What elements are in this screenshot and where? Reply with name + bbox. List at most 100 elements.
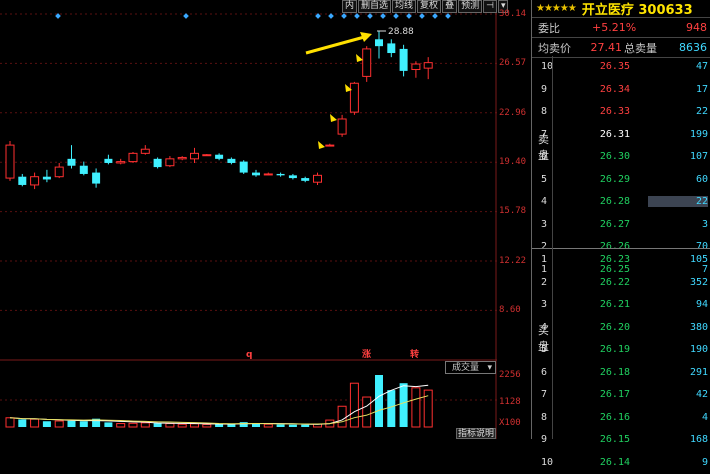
event-diamond — [393, 13, 399, 19]
candle-up — [166, 159, 174, 166]
candle-down — [301, 178, 309, 181]
event-diamond — [183, 13, 189, 19]
indicator-help-button[interactable]: 指标说明 — [456, 428, 496, 439]
volume-bar-up — [338, 406, 346, 427]
buy-level: 7 — [541, 389, 547, 400]
buy-price: 26.16 — [584, 412, 630, 423]
toolbar-button-remove-watchlist[interactable]: 删自选 — [358, 0, 391, 13]
candle-up — [117, 162, 125, 163]
candle-up — [55, 167, 63, 177]
candle-down — [215, 155, 223, 159]
volume-bar-down — [387, 390, 395, 427]
volume-bar-down — [240, 422, 248, 427]
candles — [6, 31, 432, 189]
total-sell-value: 8636 — [679, 41, 707, 54]
chart-toolbar: 内 删自选 均线 复权 叠 预测 ⊣ ▾ — [342, 0, 509, 13]
volume-bar-up — [117, 424, 125, 427]
volume-tick: 1128 — [499, 397, 521, 407]
toolbar-button-overlay[interactable]: 叠 — [442, 0, 457, 13]
buy-price: 26.21 — [584, 299, 630, 310]
candle-down — [43, 177, 51, 180]
price-tick: 19.40 — [499, 157, 526, 167]
candle-up — [191, 153, 199, 158]
volume-bar-up — [31, 419, 39, 427]
sell-level: 9 — [541, 84, 547, 95]
pin-icon[interactable]: ⊣ — [483, 0, 497, 13]
avg-sell-label: 均卖价 — [538, 40, 571, 56]
volume-bar-up — [178, 424, 186, 427]
candle-up — [31, 177, 39, 185]
kline-chart[interactable]: 28.88 q 涨 转 — [0, 0, 497, 439]
buy-level: 8 — [541, 412, 547, 423]
sell-price: 26.31 — [584, 129, 630, 140]
volume-indicator-select[interactable]: 成交量 ▾ — [445, 361, 496, 374]
volume-bar-up — [424, 390, 432, 427]
small-arrow — [356, 54, 363, 62]
event-diamond — [328, 13, 334, 19]
candle-down — [375, 39, 383, 46]
candle-up — [314, 175, 322, 182]
candle-up — [264, 174, 272, 175]
volume-bar-up — [129, 423, 137, 427]
volume-bar-up — [203, 424, 211, 427]
candle-up — [6, 145, 14, 178]
toolbar-button-adjust[interactable]: 复权 — [417, 0, 441, 13]
buy-volume: 94 — [648, 299, 708, 310]
buy-side-label: 买盘 — [538, 323, 550, 355]
buy-volume: 42 — [648, 389, 708, 400]
volume-tick: 2256 — [499, 370, 521, 380]
volume-bar-down — [227, 424, 235, 427]
buy-level: 6 — [541, 367, 547, 378]
small-arrow — [330, 114, 337, 122]
volume-bar-up — [55, 421, 63, 427]
buy-level: 9 — [541, 434, 547, 445]
big-arrow-shaft — [306, 36, 368, 53]
avg-sell-value: 27.41 — [586, 41, 622, 54]
buy-volume: 380 — [648, 322, 708, 333]
volume-bar-down — [80, 421, 88, 427]
toolbar-button-forecast[interactable]: 预测 — [458, 0, 482, 13]
toolbar-button-ma[interactable]: 均线 — [392, 0, 416, 13]
volume-indicator-label: 成交量 — [452, 363, 479, 373]
buy-price: 26.15 — [584, 434, 630, 445]
marker-zhang: 涨 — [362, 348, 372, 360]
buy-price: 26.14 — [584, 457, 630, 468]
volume-bar-up — [264, 424, 272, 427]
sell-level: 3 — [541, 219, 547, 230]
price-tick: 15.78 — [499, 206, 526, 216]
order-ratio-row: 委比 +5.21% 948 — [532, 18, 710, 38]
buy-row[interactable]: 9 26.15 168 — [532, 429, 710, 452]
candle-down — [240, 162, 248, 173]
stock-name: 开立医疗 300633 — [582, 0, 693, 18]
sell-level: 4 — [541, 196, 547, 207]
volume-bar-down — [104, 422, 112, 427]
buy-volume: 168 — [648, 434, 708, 445]
quote-panel: ★★★★★ 开立医疗 300633 委比 +5.21% 948 均卖价 27.4… — [531, 0, 710, 439]
book-side-separator — [552, 56, 553, 439]
price-tick: 22.96 — [499, 108, 526, 118]
candle-down — [227, 159, 235, 163]
sell-price: 26.34 — [584, 84, 630, 95]
volume-bar-up — [363, 397, 371, 427]
candle-up — [363, 49, 371, 76]
toolbar-button-inner[interactable]: 内 — [342, 0, 357, 13]
candle-down — [80, 166, 88, 174]
